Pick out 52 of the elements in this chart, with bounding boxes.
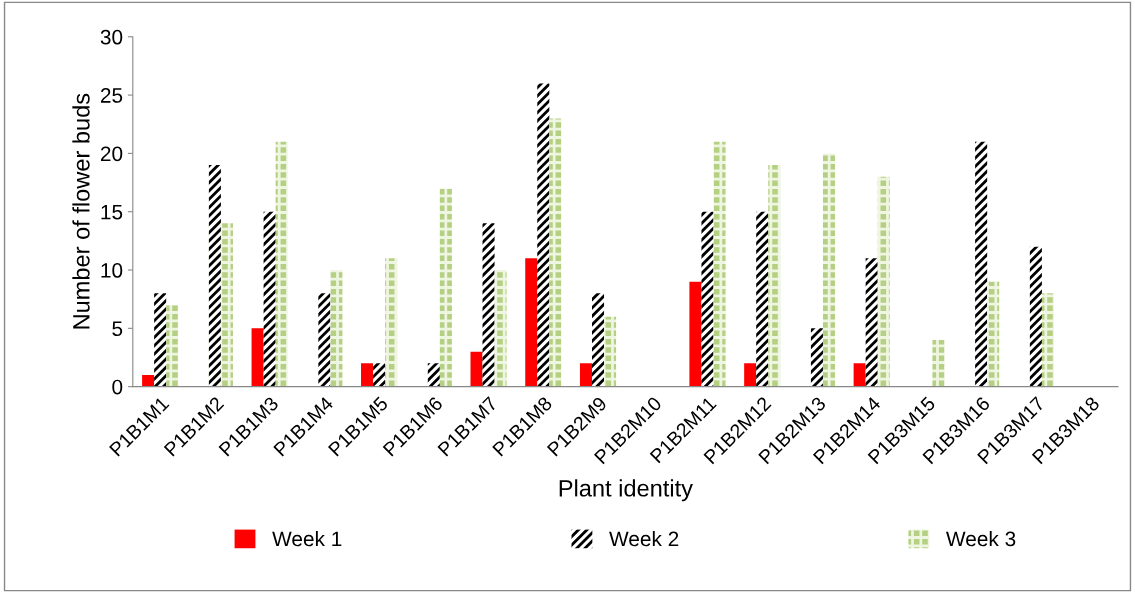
y-tick-label: 10: [101, 263, 123, 278]
legend-label: Week 2: [609, 530, 679, 547]
bar: [1041, 293, 1054, 387]
bar: [604, 316, 617, 387]
bar: [810, 328, 823, 387]
legend-label: Week 1: [272, 530, 342, 547]
bar: [525, 258, 538, 387]
bar: [549, 118, 562, 387]
bar: [263, 211, 276, 387]
bar: [592, 293, 605, 387]
bar: [689, 281, 702, 387]
bar: [865, 258, 878, 387]
bar: [154, 293, 167, 387]
bar: [853, 363, 866, 387]
y-tick-label: 0: [112, 379, 123, 395]
y-tick-label: 30: [100, 29, 123, 45]
y-tick-label: 20: [100, 146, 123, 162]
bar: [427, 363, 440, 387]
bar: [373, 363, 386, 387]
bar: [251, 328, 264, 387]
bar: [701, 211, 714, 387]
bar: [166, 305, 179, 387]
bar: [744, 363, 757, 387]
bar: [579, 363, 592, 387]
bar: [482, 223, 495, 387]
bar: [318, 293, 331, 387]
bar: [713, 141, 726, 387]
bar: [494, 270, 507, 387]
bar: [822, 153, 836, 387]
bar: [208, 165, 221, 387]
bar: [1029, 246, 1042, 387]
bar: [537, 83, 550, 387]
bar: [975, 141, 988, 387]
bar: [361, 363, 374, 387]
y-axis-title: Number of flower buds: [72, 93, 90, 329]
bar: [470, 351, 483, 387]
bar: [275, 141, 288, 387]
y-tick-label: 15: [101, 204, 123, 220]
y-tick-label: 5: [112, 321, 123, 337]
bar: [220, 223, 233, 387]
bar: [439, 188, 452, 387]
bar: [987, 281, 1000, 387]
x-axis-title: Plant identity: [559, 479, 693, 502]
bar: [756, 211, 769, 387]
bar: [932, 339, 945, 387]
bar: [385, 258, 398, 387]
y-tick-label: 25: [100, 88, 123, 103]
bar: [330, 270, 343, 387]
bar: [877, 176, 890, 387]
bar: [768, 165, 781, 387]
legend-label: Week 3: [946, 530, 1016, 547]
bar: [142, 374, 155, 387]
